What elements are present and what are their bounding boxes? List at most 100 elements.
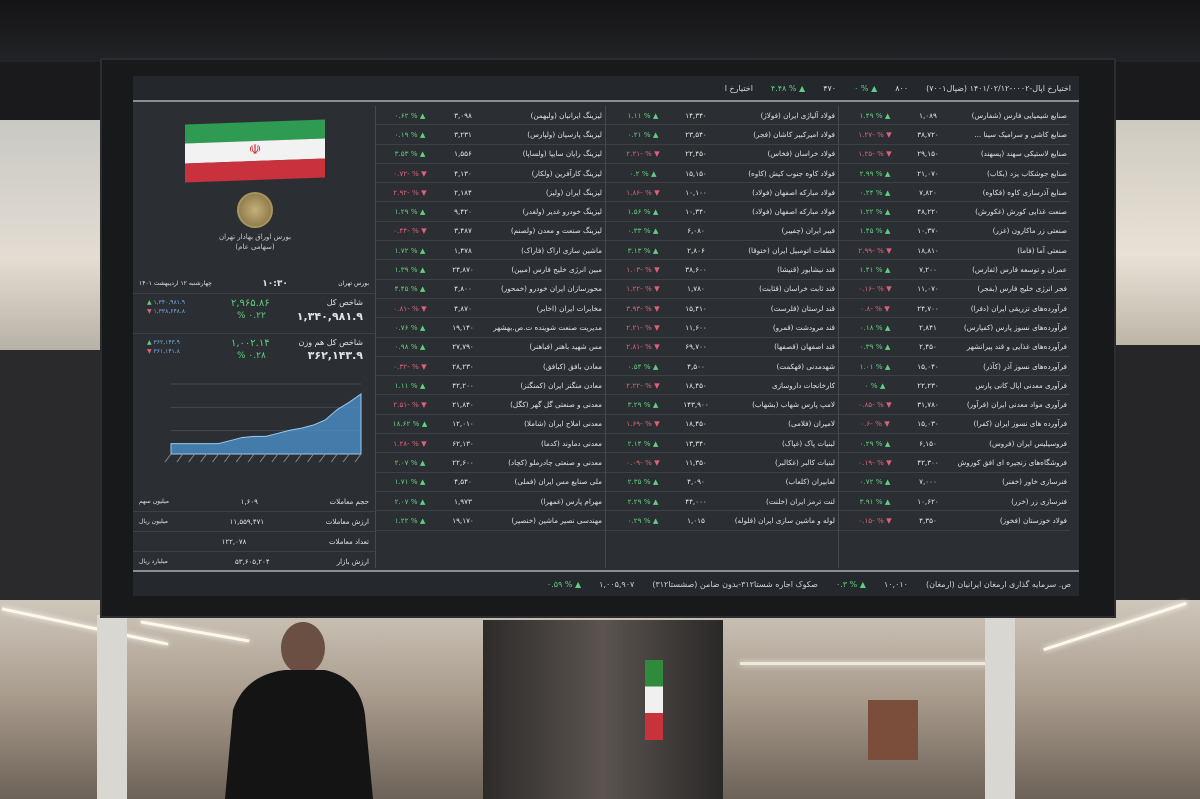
stock-row: معادن بافق (کبافق) ۲۸,۲۳۰ ▼ % -۰.۳۲ [376, 357, 605, 377]
eq-value: ۳۶۲,۱۴۳.۹ [307, 349, 363, 362]
index-change: ۲,۹۶۵.۸۶ [231, 298, 270, 309]
stat-label: ارزش معاملات [325, 517, 369, 526]
stock-price: ۱۱,۰۷۰ [917, 284, 939, 294]
stock-price: ۴۲,۳۰۰ [917, 457, 939, 467]
stock-change: ▲ % ۱.۷۲ [394, 245, 426, 255]
stock-change: ▲ % ۱.۲۲ [859, 207, 891, 217]
stock-price: ۹,۴۲۰ [454, 207, 472, 217]
stock-change-value: ۱.۲۲ [859, 207, 874, 217]
ticker-item: ۱۰,۰۱۰ [883, 579, 908, 589]
stock-name: لعابیران (کلعاب) [785, 477, 835, 487]
stock-row: لبنیات پاک (غپاک) ۱۳,۳۴۰ ▲ % ۲.۱۴ [606, 434, 838, 454]
stock-change-value: -۱.۶۹ [626, 419, 643, 429]
stock-price: ۷,۰۰۰ [919, 477, 937, 487]
stock-row: ماشین سازی اراک (فاراک) ۱,۴۷۸ ▲ % ۱.۷۲ [376, 241, 605, 261]
stock-price: ۳,۰۹۸ [454, 110, 472, 120]
arrow-up-icon: ▲ [652, 438, 659, 448]
stock-change: ▼ % -۲.۵۱ [393, 400, 427, 410]
stock-price: ۱۱,۳۵۰ [685, 457, 707, 467]
stock-change: ▲ % ۳.۱۳ [627, 245, 659, 255]
stock-name: معدنی و صنعتی گل گهر (کگل) [510, 400, 602, 410]
stock-name: قطعات اتومبیل ایران (ختوقا) [748, 245, 835, 255]
stock-row: فنرسازی زر (خزر) ۱۰,۶۲۰ ▲ % ۳.۹۱ [839, 492, 1070, 512]
stock-row: صنایع کاشی و سرامیک سینا ... ۳۸,۷۲۰ ▼ % … [839, 125, 1070, 145]
stock-change: ▲ % ۱.۵۶ [627, 207, 659, 217]
stock-change: ▲ % ۰ [864, 380, 886, 390]
ceiling-light [740, 662, 990, 665]
stock-name: فولاد خوزستان (فخوز) [999, 515, 1067, 525]
arrow-up-icon: ▲ [884, 110, 891, 120]
stock-exchange-board: اختیارخ اپال-۰۰۰۲-۱۴۰۱/۰۲/۱۲ (ضپال۷۰۰۱) … [133, 76, 1079, 596]
chart-tick [188, 453, 196, 463]
stock-price: ۳۱,۷۸۰ [917, 400, 939, 410]
stock-change-value: -۲.۲۱ [626, 149, 643, 159]
stock-change-value: ۲.۰۷ [394, 457, 409, 467]
stock-change: ▲ % ۱.۱۱ [394, 380, 426, 390]
arrow-up-icon: ▲ [419, 149, 426, 159]
stock-change-value: -۱.۰۳ [626, 265, 643, 275]
arrow-down-icon: ▼ [886, 245, 892, 255]
stat-row: حجم معاملات ۱,۶۰۹ میلیون سهم [133, 492, 375, 512]
stock-change: ▲ % ۰.۳۳ [627, 226, 659, 236]
stock-name: لیزینگ ایرانیان (ولبهمن) [530, 110, 602, 120]
stock-change-value: -۰.۸۱ [393, 303, 410, 313]
stock-row: فولاد خراسان (فخاس) ۲۲,۴۵۰ ▼ % -۲.۲۱ [606, 145, 838, 164]
arrow-up-icon: ▲ [419, 477, 426, 487]
stock-change-value: ۳.۱۳ [627, 245, 642, 255]
stock-change: ▲ % ۰.۲۹ [627, 515, 659, 525]
stock-change-value: ۰ [864, 380, 869, 390]
stock-change-value: ۱.۱۱ [627, 110, 642, 120]
stock-change-value: ۰.۳۳ [627, 226, 642, 236]
arrow-up-icon: ▲ [884, 477, 891, 487]
arrow-up-icon: ▲ [652, 496, 659, 506]
stock-row: فروشگاه‌های زنجیره ای افق کوروش ۴۲,۳۰۰ ▼… [839, 453, 1070, 473]
stock-price: ۱,۵۵۶ [454, 149, 472, 159]
stock-change: ▼ % -۲.۸۱ [626, 342, 660, 352]
stock-change: ▲ % ۰.۲۴ [859, 187, 891, 197]
eq-high: ▲ ۳۶۲,۱۴۳.۹ [147, 339, 180, 346]
stock-name: قند اصفهان (قصفها) [774, 342, 835, 352]
stock-change: ▲ % ۰.۲ [629, 168, 657, 178]
stock-change-value: ۰.۱۸ [859, 322, 874, 332]
stock-row: معدنی و صنعتی گل گهر (کگل) ۲۱,۸۴۰ ▼ % -۲… [376, 395, 605, 415]
emblem-line: (سهامی عام) [235, 243, 275, 251]
stock-name: فرآورده های نسوز ایران (کفرا) [973, 419, 1067, 429]
stock-change: ▲ % ۰.۵۴ [627, 361, 659, 371]
stock-change-value: ۱.۲۹ [394, 207, 409, 217]
stock-row: معدنی و صنعتی چادرملو (کچاد) ۲۲,۶۰۰ ▲ % … [376, 453, 605, 473]
stock-change-value: ۰.۲۹ [627, 515, 642, 525]
eq-pct: % ۰.۲۸ [237, 351, 266, 361]
stock-row: لیزینگ صنعت و معدن (ولصنم) ۳,۴۸۷ ▼ % -۰.… [376, 222, 605, 242]
stock-change-value: ۰.۷۲ [859, 477, 874, 487]
stock-price: ۴۲,۲۰۰ [452, 380, 474, 390]
stock-change: ▲ % ۲.۰۷ [394, 457, 426, 467]
arrow-down-icon: ▼ [654, 419, 660, 429]
stock-row: لیزینگ پارسیان (ولپارس) ۳,۲۳۱ ▲ % ۰.۱۹ [376, 125, 605, 145]
stat-unit: میلیون ریال [139, 518, 169, 525]
stock-name: صنایع جوشکاب یزد (بکاب) [987, 168, 1067, 178]
ticker-item: ۴۷۰ [823, 83, 837, 93]
stock-change: ▼ % -۲.۲۲ [626, 380, 660, 390]
stock-change-value: -۰.۶ [860, 419, 873, 429]
stock-price: ۴۸,۲۲۰ [917, 207, 939, 217]
stock-price: ۱۴۳,۹۰۰ [683, 400, 709, 410]
stock-price: ۲۱,۰۷۰ [917, 168, 939, 178]
stock-price: ۱۵,۱۵۰ [685, 168, 707, 178]
right-dark-wall [1115, 345, 1200, 605]
stock-change: ▲ % ۰.۷۲ [859, 477, 891, 487]
arrow-down-icon: ▼ [884, 303, 890, 313]
stock-change-value: ۴.۴۵ [394, 284, 409, 294]
stock-price: ۱,۷۸۰ [687, 284, 705, 294]
stock-change-value: ۰.۲ [629, 168, 640, 178]
stock-name: مخابرات ایران (اخابر) [536, 303, 602, 313]
arrow-down-icon: ▼ [886, 149, 892, 159]
date: چهارشنبه ۱۲ اردیبهشت ۱۴۰۱ [139, 280, 212, 287]
stock-change-value: -۲.۲۲ [626, 380, 643, 390]
stock-change-value: ۰.۲۹ [859, 438, 874, 448]
stock-column-1: لیزینگ ایرانیان (ولبهمن) ۳,۰۹۸ ▲ % ۰.۶۲ ل… [375, 106, 605, 568]
chart-tick [212, 453, 219, 463]
stock-name: لیزینگ رایان سایپا (ولساپا) [522, 149, 602, 159]
chart-tick [342, 453, 350, 463]
stock-price: ۳۸,۷۲۰ [917, 129, 939, 139]
stock-change: ▲ % ۱۸.۶۲ [392, 419, 428, 429]
